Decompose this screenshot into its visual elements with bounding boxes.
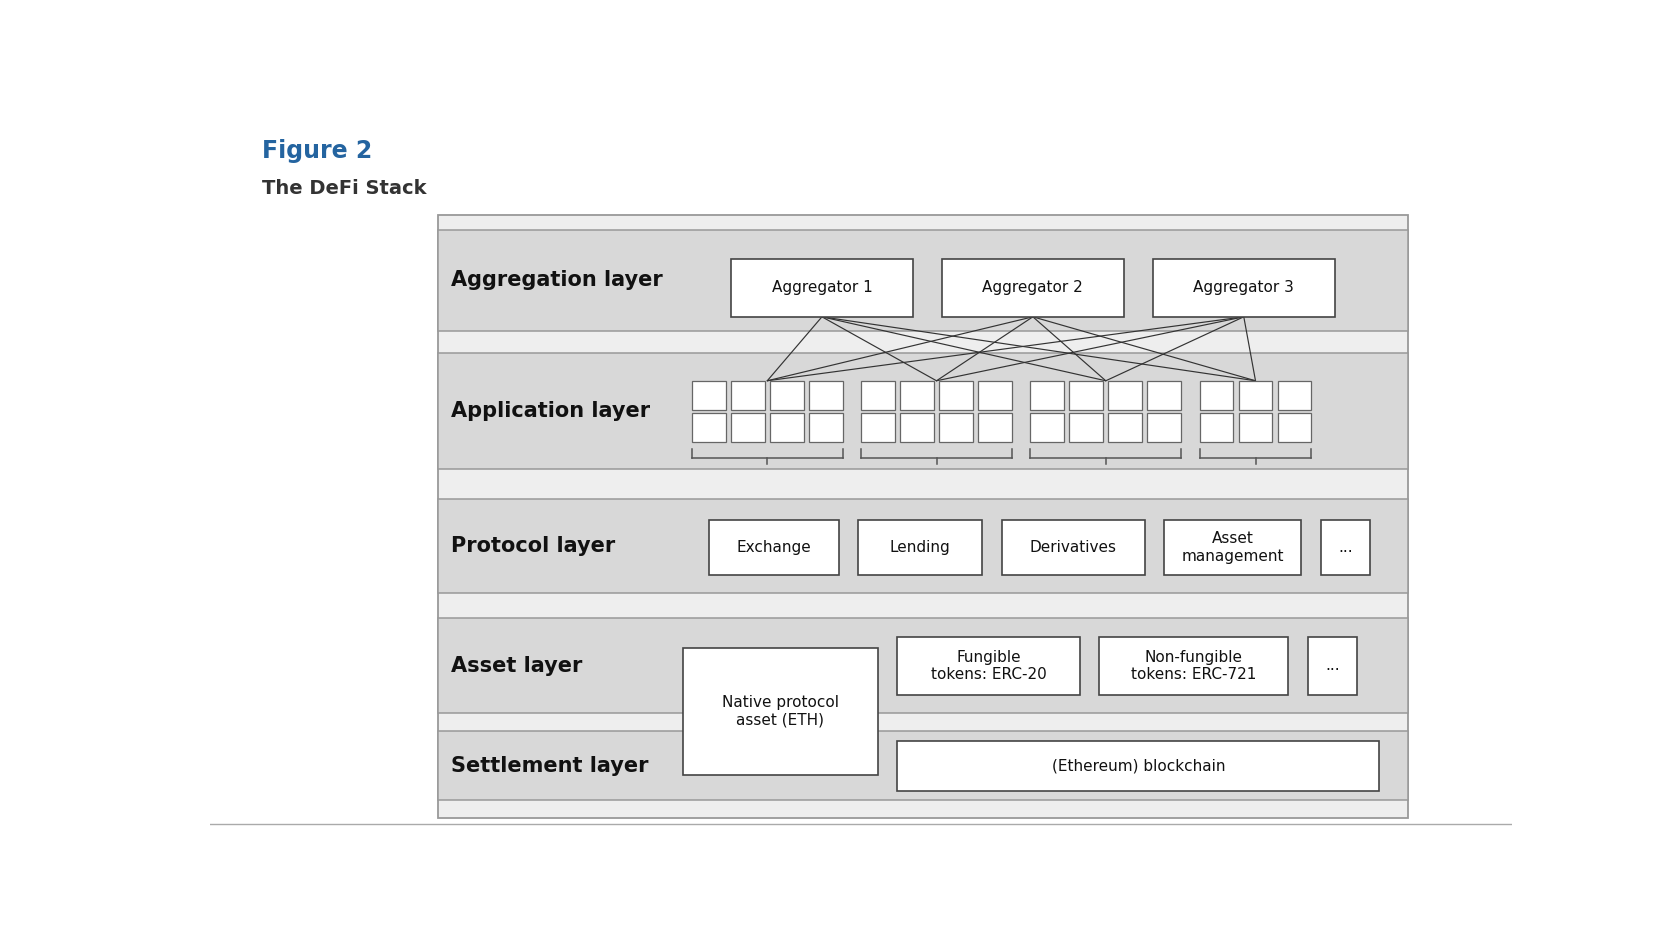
FancyBboxPatch shape	[978, 380, 1011, 410]
FancyBboxPatch shape	[978, 413, 1011, 442]
FancyBboxPatch shape	[1164, 520, 1300, 575]
FancyBboxPatch shape	[1200, 413, 1233, 442]
FancyBboxPatch shape	[438, 215, 1408, 818]
FancyBboxPatch shape	[769, 413, 803, 442]
FancyBboxPatch shape	[438, 353, 1408, 469]
FancyBboxPatch shape	[1099, 636, 1289, 695]
FancyBboxPatch shape	[1238, 380, 1272, 410]
FancyBboxPatch shape	[769, 380, 803, 410]
FancyBboxPatch shape	[1070, 413, 1104, 442]
FancyBboxPatch shape	[1320, 520, 1371, 575]
FancyBboxPatch shape	[731, 259, 914, 317]
Text: Fungible
tokens: ERC-20: Fungible tokens: ERC-20	[931, 649, 1047, 682]
FancyBboxPatch shape	[438, 618, 1408, 713]
FancyBboxPatch shape	[1278, 380, 1312, 410]
FancyBboxPatch shape	[862, 413, 895, 442]
FancyBboxPatch shape	[692, 380, 726, 410]
Text: Aggregator 2: Aggregator 2	[983, 280, 1084, 295]
Text: The DeFi Stack: The DeFi Stack	[262, 178, 427, 197]
FancyBboxPatch shape	[1109, 413, 1142, 442]
FancyBboxPatch shape	[682, 648, 879, 775]
FancyBboxPatch shape	[1147, 413, 1181, 442]
FancyBboxPatch shape	[1307, 636, 1357, 695]
FancyBboxPatch shape	[1238, 413, 1272, 442]
FancyBboxPatch shape	[939, 413, 973, 442]
FancyBboxPatch shape	[900, 380, 934, 410]
FancyBboxPatch shape	[897, 636, 1080, 695]
FancyBboxPatch shape	[1200, 380, 1233, 410]
FancyBboxPatch shape	[438, 498, 1408, 593]
Text: Exchange: Exchange	[736, 540, 811, 555]
FancyBboxPatch shape	[438, 731, 1408, 801]
Text: ...: ...	[1337, 540, 1352, 555]
FancyBboxPatch shape	[731, 380, 764, 410]
FancyBboxPatch shape	[1070, 380, 1104, 410]
Text: Aggregation layer: Aggregation layer	[450, 271, 662, 291]
Text: Aggregator 1: Aggregator 1	[771, 280, 872, 295]
FancyBboxPatch shape	[810, 380, 843, 410]
FancyBboxPatch shape	[1278, 413, 1312, 442]
FancyBboxPatch shape	[1030, 413, 1063, 442]
FancyBboxPatch shape	[731, 413, 764, 442]
Text: Application layer: Application layer	[450, 401, 650, 421]
FancyBboxPatch shape	[810, 413, 843, 442]
Text: Asset layer: Asset layer	[450, 656, 583, 676]
FancyBboxPatch shape	[900, 413, 934, 442]
FancyBboxPatch shape	[939, 380, 973, 410]
Text: Lending: Lending	[890, 540, 951, 555]
FancyBboxPatch shape	[942, 259, 1124, 317]
FancyBboxPatch shape	[862, 380, 895, 410]
FancyBboxPatch shape	[1147, 380, 1181, 410]
Text: Non-fungible
tokens: ERC-721: Non-fungible tokens: ERC-721	[1131, 649, 1257, 682]
Text: Aggregator 3: Aggregator 3	[1193, 280, 1294, 295]
FancyBboxPatch shape	[692, 413, 726, 442]
Text: Protocol layer: Protocol layer	[450, 536, 615, 556]
FancyBboxPatch shape	[1152, 259, 1336, 317]
FancyBboxPatch shape	[438, 229, 1408, 331]
FancyBboxPatch shape	[709, 520, 838, 575]
FancyBboxPatch shape	[1001, 520, 1144, 575]
FancyBboxPatch shape	[1109, 380, 1142, 410]
FancyBboxPatch shape	[1030, 380, 1063, 410]
Text: Figure 2: Figure 2	[262, 139, 373, 162]
Text: (Ethereum) blockchain: (Ethereum) blockchain	[1052, 759, 1225, 773]
FancyBboxPatch shape	[858, 520, 983, 575]
Text: ...: ...	[1326, 658, 1339, 673]
Text: Settlement layer: Settlement layer	[450, 755, 648, 776]
Text: Derivatives: Derivatives	[1030, 540, 1117, 555]
Text: Native protocol
asset (ETH): Native protocol asset (ETH)	[722, 695, 838, 727]
Text: Asset
management: Asset management	[1181, 531, 1284, 564]
FancyBboxPatch shape	[897, 741, 1379, 791]
